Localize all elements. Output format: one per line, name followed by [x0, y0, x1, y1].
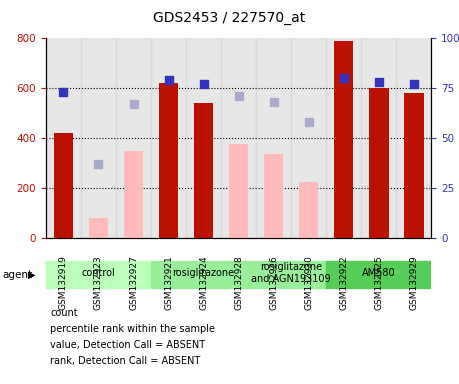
Text: rosiglitazone: rosiglitazone: [173, 268, 235, 278]
Bar: [404, 93, 424, 238]
Text: ▶: ▶: [28, 270, 36, 280]
Bar: [256, 38, 291, 238]
Text: GSM132927: GSM132927: [129, 255, 138, 310]
Point: [200, 81, 207, 88]
Point: [130, 101, 137, 108]
Point: [340, 75, 347, 81]
Text: GSM132926: GSM132926: [269, 255, 278, 310]
Bar: [54, 133, 73, 238]
Text: count: count: [50, 308, 78, 318]
Bar: [151, 38, 186, 238]
Text: GDS2453 / 227570_at: GDS2453 / 227570_at: [153, 11, 306, 25]
Point: [305, 119, 313, 125]
Point: [270, 99, 277, 105]
Bar: [291, 38, 326, 238]
Bar: [116, 38, 151, 238]
Point: [165, 77, 172, 83]
Bar: [194, 103, 213, 238]
Bar: [229, 144, 248, 238]
Point: [60, 89, 67, 95]
Bar: [151, 261, 256, 288]
Bar: [46, 261, 151, 288]
Text: GSM132930: GSM132930: [304, 255, 313, 310]
Point: [375, 79, 382, 85]
Point: [235, 93, 242, 99]
Text: GSM132919: GSM132919: [59, 255, 68, 310]
Text: GSM132923: GSM132923: [94, 255, 103, 310]
Bar: [326, 261, 431, 288]
Bar: [46, 38, 81, 238]
Bar: [124, 151, 143, 238]
Bar: [397, 38, 431, 238]
Bar: [264, 154, 283, 238]
Bar: [151, 261, 256, 288]
Bar: [334, 41, 353, 238]
Text: GSM132925: GSM132925: [375, 255, 383, 310]
Text: GSM132929: GSM132929: [409, 255, 419, 310]
Bar: [46, 261, 151, 288]
Bar: [361, 38, 397, 238]
Text: GSM132921: GSM132921: [164, 255, 173, 310]
Bar: [369, 88, 388, 238]
Point: [95, 161, 102, 167]
Bar: [299, 182, 319, 238]
Bar: [186, 38, 221, 238]
Text: AM580: AM580: [362, 268, 396, 278]
Bar: [326, 38, 361, 238]
Text: value, Detection Call = ABSENT: value, Detection Call = ABSENT: [50, 340, 206, 350]
Text: rank, Detection Call = ABSENT: rank, Detection Call = ABSENT: [50, 356, 201, 366]
Text: percentile rank within the sample: percentile rank within the sample: [50, 324, 215, 334]
Text: GSM132924: GSM132924: [199, 255, 208, 310]
Text: control: control: [82, 268, 115, 278]
Bar: [326, 261, 431, 288]
Bar: [159, 83, 178, 238]
Point: [410, 81, 418, 88]
Bar: [221, 38, 256, 238]
Text: GSM132928: GSM132928: [234, 255, 243, 310]
Text: agent: agent: [2, 270, 33, 280]
Bar: [256, 261, 326, 288]
Bar: [89, 218, 108, 238]
Text: GSM132922: GSM132922: [339, 255, 348, 310]
Bar: [256, 261, 326, 288]
Text: rosiglitazone
and AGN193109: rosiglitazone and AGN193109: [252, 262, 331, 284]
Bar: [81, 38, 116, 238]
